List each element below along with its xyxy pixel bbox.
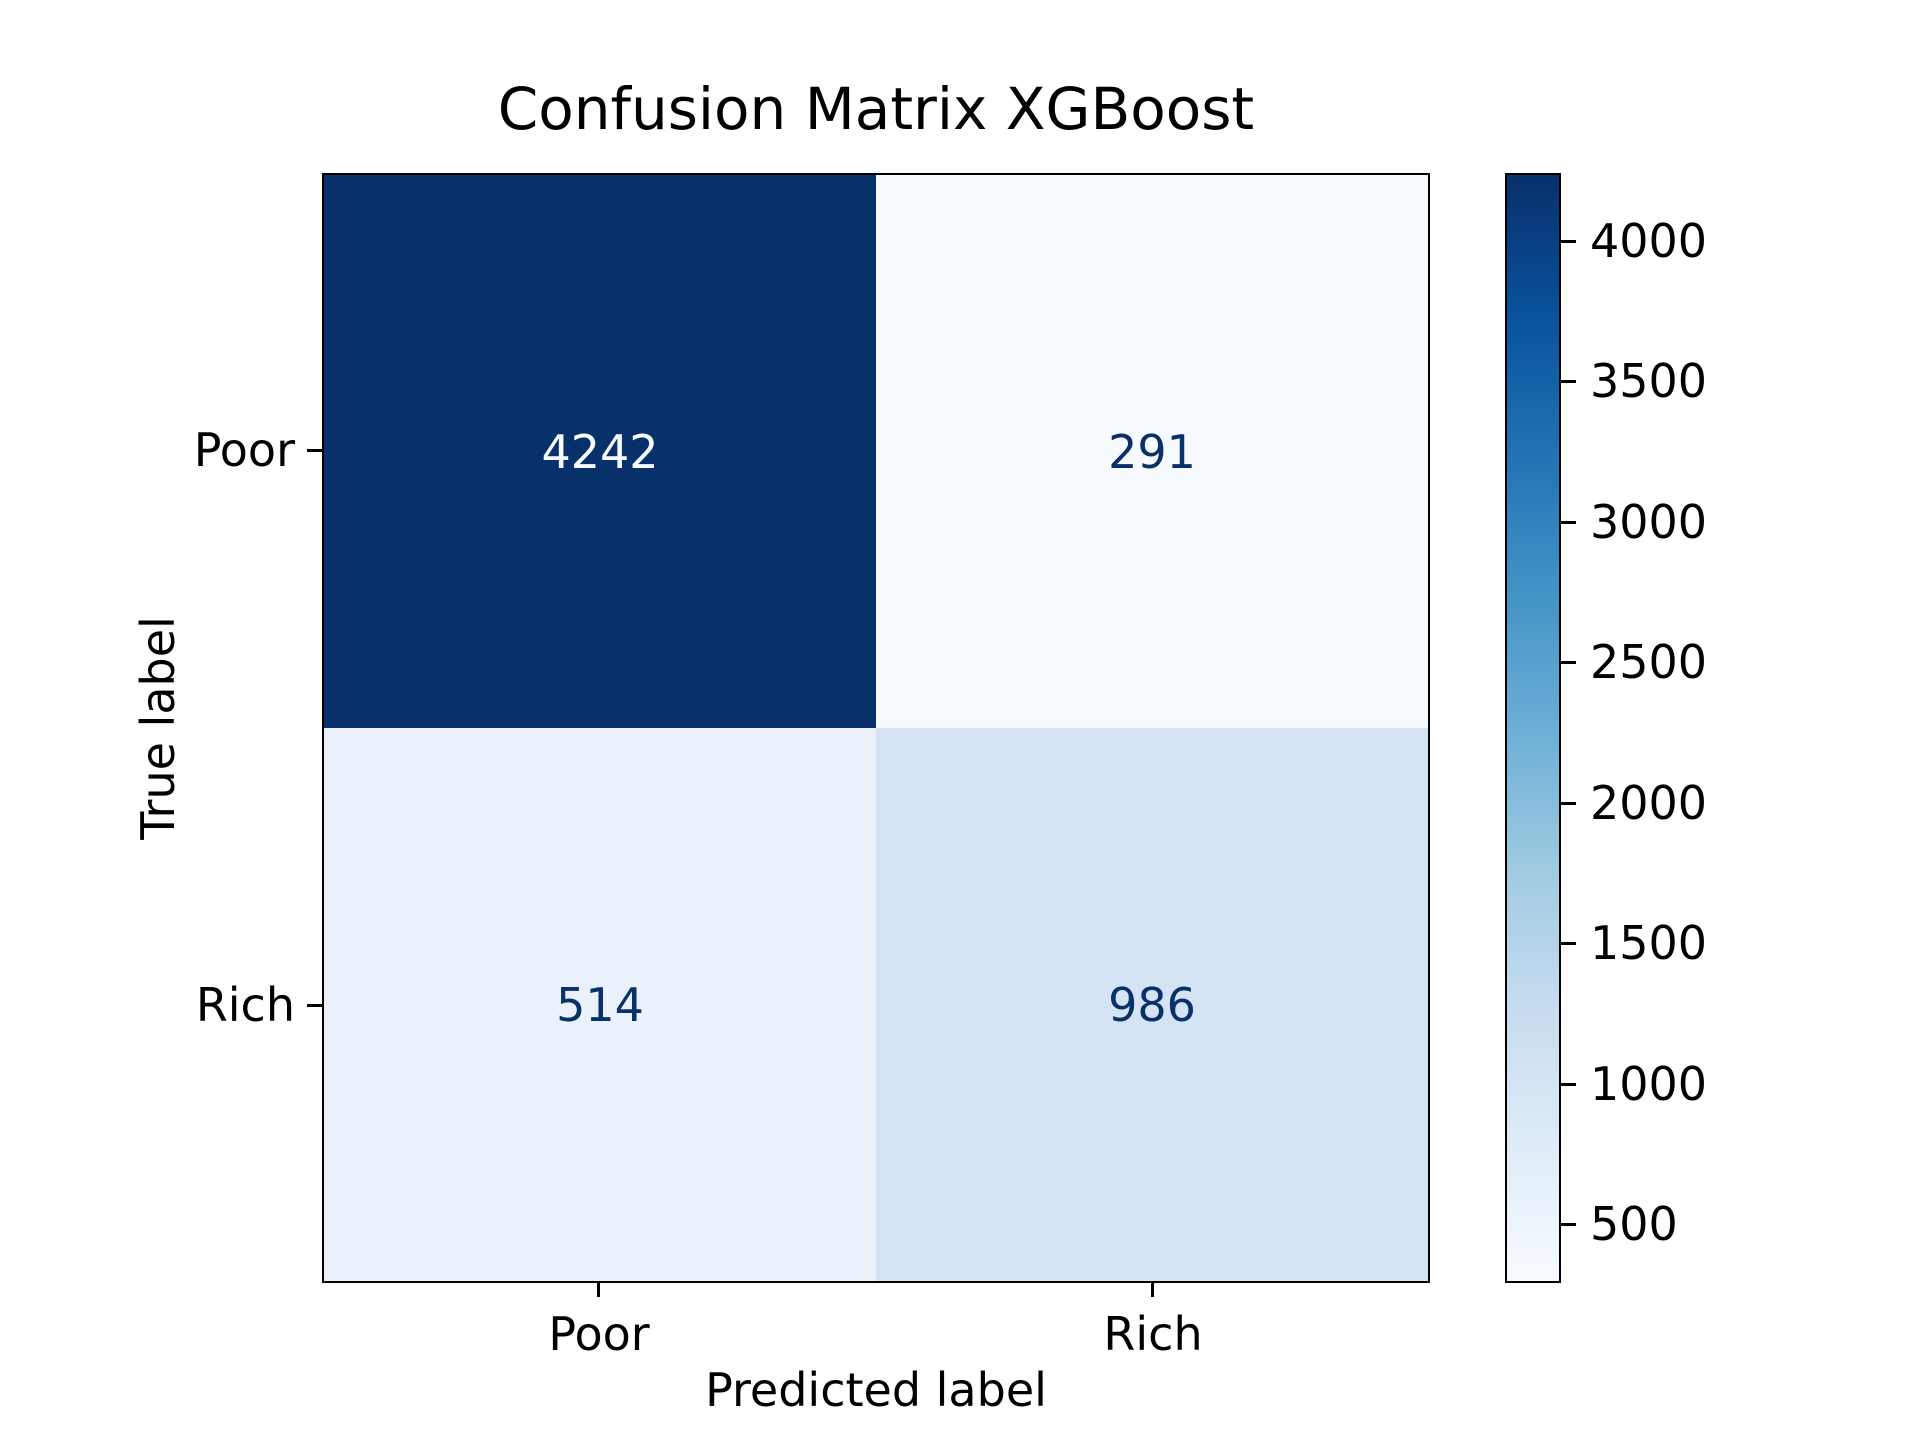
ytick-mark-rich xyxy=(307,1004,322,1007)
colorbar-tick-500: 500 xyxy=(1561,1196,1678,1252)
ytick-label-poor: Poor xyxy=(193,423,295,477)
cell-value: 291 xyxy=(1108,424,1196,479)
colorbar-tick-label: 4000 xyxy=(1590,214,1708,268)
colorbar-tick-mark xyxy=(1561,941,1576,945)
colorbar-tick-label: 1500 xyxy=(1590,916,1708,970)
matrix-cell-true-poor-pred-rich: 291 xyxy=(876,175,1428,728)
colorbar-tick-2000: 2000 xyxy=(1561,775,1707,831)
colorbar-tick-mark xyxy=(1561,660,1576,664)
ytick-mark-poor xyxy=(307,449,322,452)
cell-value: 986 xyxy=(1108,977,1196,1032)
ytick-label-rich: Rich xyxy=(195,978,295,1032)
chart-title: Confusion Matrix XGBoost xyxy=(497,75,1255,143)
colorbar-tick-1000: 1000 xyxy=(1561,1056,1707,1112)
cell-value: 514 xyxy=(556,977,644,1032)
colorbar-tick-mark xyxy=(1561,379,1576,383)
colorbar-tick-label: 3000 xyxy=(1590,495,1708,549)
cell-value: 4242 xyxy=(541,424,659,479)
colorbar-tick-mark xyxy=(1561,1082,1576,1086)
xtick-mark-poor xyxy=(597,1283,600,1297)
colorbar-gradient xyxy=(1505,173,1561,1283)
colorbar-tick-3500: 3500 xyxy=(1561,353,1707,409)
matrix-cell-true-rich-pred-rich: 986 xyxy=(876,728,1428,1281)
y-axis-label: True label xyxy=(131,616,185,840)
colorbar-tick-1500: 1500 xyxy=(1561,915,1707,971)
matrix-cell-true-poor-pred-poor: 4242 xyxy=(324,175,876,728)
colorbar-tick-mark xyxy=(1561,520,1576,524)
colorbar-tick-mark xyxy=(1561,801,1576,805)
colorbar-tick-3000: 3000 xyxy=(1561,494,1707,550)
colorbar-tick-label: 2500 xyxy=(1590,635,1708,689)
colorbar-tick-mark xyxy=(1561,1222,1576,1226)
xtick-label-rich: Rich xyxy=(1103,1307,1203,1361)
colorbar-ticks: 4000 3500 3000 2500 2000 1500 1000 500 xyxy=(1561,173,1891,1283)
colorbar-tick-2500: 2500 xyxy=(1561,634,1707,690)
colorbar-tick-label: 500 xyxy=(1590,1197,1678,1251)
colorbar-tick-mark xyxy=(1561,239,1576,243)
xtick-label-poor: Poor xyxy=(548,1307,650,1361)
xtick-mark-rich xyxy=(1151,1283,1154,1297)
heatmap-grid: 4242 291 514 986 xyxy=(322,173,1430,1283)
x-axis-label: Predicted label xyxy=(705,1363,1047,1417)
colorbar-tick-label: 1000 xyxy=(1590,1057,1708,1111)
colorbar-tick-label: 2000 xyxy=(1590,776,1708,830)
colorbar-tick-label: 3500 xyxy=(1590,354,1708,408)
colorbar-tick-4000: 4000 xyxy=(1561,213,1707,269)
matrix-cell-true-rich-pred-poor: 514 xyxy=(324,728,876,1281)
